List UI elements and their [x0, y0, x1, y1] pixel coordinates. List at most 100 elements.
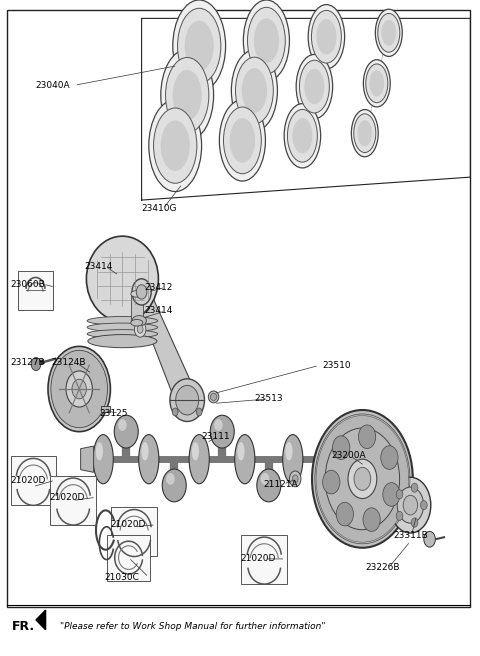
- Ellipse shape: [176, 385, 199, 415]
- Bar: [50, 476, 96, 525]
- Ellipse shape: [208, 391, 219, 403]
- Text: 23040A: 23040A: [35, 81, 70, 90]
- Text: 23414: 23414: [84, 262, 112, 271]
- Ellipse shape: [87, 323, 157, 332]
- Text: 23125: 23125: [100, 409, 128, 418]
- Ellipse shape: [312, 10, 341, 63]
- Circle shape: [336, 502, 353, 526]
- Ellipse shape: [170, 379, 204, 421]
- Text: 23124B: 23124B: [52, 358, 86, 367]
- Ellipse shape: [136, 285, 147, 299]
- Circle shape: [411, 483, 418, 492]
- Bar: [11, 456, 56, 505]
- Ellipse shape: [304, 69, 324, 104]
- Ellipse shape: [142, 442, 149, 461]
- Ellipse shape: [166, 473, 175, 485]
- Ellipse shape: [224, 107, 261, 174]
- Ellipse shape: [284, 104, 321, 168]
- Bar: [241, 535, 287, 584]
- Ellipse shape: [87, 330, 157, 338]
- Text: 21020D: 21020D: [110, 520, 146, 529]
- Polygon shape: [36, 610, 46, 630]
- Ellipse shape: [248, 7, 285, 74]
- Ellipse shape: [96, 442, 103, 461]
- Ellipse shape: [354, 113, 376, 153]
- Ellipse shape: [72, 379, 86, 399]
- Ellipse shape: [131, 291, 143, 297]
- Ellipse shape: [308, 5, 345, 69]
- Ellipse shape: [114, 415, 138, 448]
- Ellipse shape: [51, 350, 108, 428]
- Circle shape: [31, 358, 41, 371]
- Text: 23311B: 23311B: [394, 531, 428, 541]
- Ellipse shape: [403, 495, 418, 515]
- Circle shape: [359, 425, 376, 449]
- Circle shape: [363, 508, 380, 531]
- Text: 21020D: 21020D: [49, 493, 85, 502]
- Ellipse shape: [93, 435, 113, 484]
- Ellipse shape: [48, 346, 110, 432]
- Text: FR.: FR.: [12, 620, 35, 633]
- Ellipse shape: [397, 487, 423, 523]
- Ellipse shape: [230, 118, 255, 163]
- Ellipse shape: [87, 317, 157, 325]
- Ellipse shape: [312, 410, 413, 548]
- Circle shape: [134, 321, 146, 337]
- Text: 23226B: 23226B: [366, 563, 400, 572]
- Ellipse shape: [162, 469, 186, 502]
- Ellipse shape: [219, 100, 265, 181]
- Ellipse shape: [325, 428, 399, 530]
- Circle shape: [333, 436, 350, 459]
- Text: 21030C: 21030C: [105, 573, 140, 582]
- Ellipse shape: [132, 316, 146, 326]
- Ellipse shape: [214, 419, 223, 431]
- Ellipse shape: [370, 70, 384, 96]
- Text: 21020D: 21020D: [240, 554, 276, 564]
- Ellipse shape: [236, 57, 273, 124]
- Ellipse shape: [348, 459, 377, 499]
- Bar: [101, 406, 110, 412]
- Ellipse shape: [390, 478, 431, 533]
- Ellipse shape: [132, 279, 151, 305]
- Ellipse shape: [192, 442, 199, 461]
- Ellipse shape: [86, 236, 158, 321]
- Circle shape: [420, 501, 427, 510]
- Circle shape: [411, 518, 418, 527]
- Circle shape: [424, 531, 435, 547]
- Ellipse shape: [173, 0, 226, 92]
- Polygon shape: [81, 446, 94, 472]
- Text: 21020D: 21020D: [11, 476, 46, 485]
- Circle shape: [172, 408, 178, 416]
- Text: 23412: 23412: [144, 283, 172, 292]
- Ellipse shape: [166, 58, 209, 133]
- Ellipse shape: [178, 9, 221, 83]
- Ellipse shape: [189, 435, 209, 484]
- Bar: [107, 535, 150, 581]
- Ellipse shape: [375, 9, 402, 56]
- Ellipse shape: [358, 120, 372, 146]
- Circle shape: [383, 483, 400, 506]
- Ellipse shape: [131, 319, 143, 326]
- Ellipse shape: [235, 435, 255, 484]
- Ellipse shape: [378, 13, 400, 52]
- Polygon shape: [133, 292, 197, 405]
- Ellipse shape: [210, 393, 217, 400]
- Text: 21121A: 21121A: [263, 480, 298, 489]
- Ellipse shape: [382, 20, 396, 46]
- Circle shape: [196, 408, 202, 416]
- Ellipse shape: [242, 68, 267, 113]
- Ellipse shape: [354, 467, 371, 490]
- Text: 23510: 23510: [323, 361, 351, 370]
- Text: 23414: 23414: [144, 306, 172, 316]
- Text: 23111: 23111: [202, 432, 230, 441]
- Text: 23060B: 23060B: [11, 279, 45, 289]
- Text: 23410G: 23410G: [142, 204, 177, 213]
- Ellipse shape: [161, 120, 190, 171]
- Circle shape: [137, 325, 143, 333]
- Ellipse shape: [237, 442, 244, 461]
- Ellipse shape: [296, 54, 333, 119]
- Circle shape: [396, 490, 403, 499]
- Text: 23127B: 23127B: [11, 358, 45, 367]
- Text: "Please refer to Work Shop Manual for further information": "Please refer to Work Shop Manual for fu…: [60, 622, 325, 631]
- Circle shape: [396, 511, 403, 520]
